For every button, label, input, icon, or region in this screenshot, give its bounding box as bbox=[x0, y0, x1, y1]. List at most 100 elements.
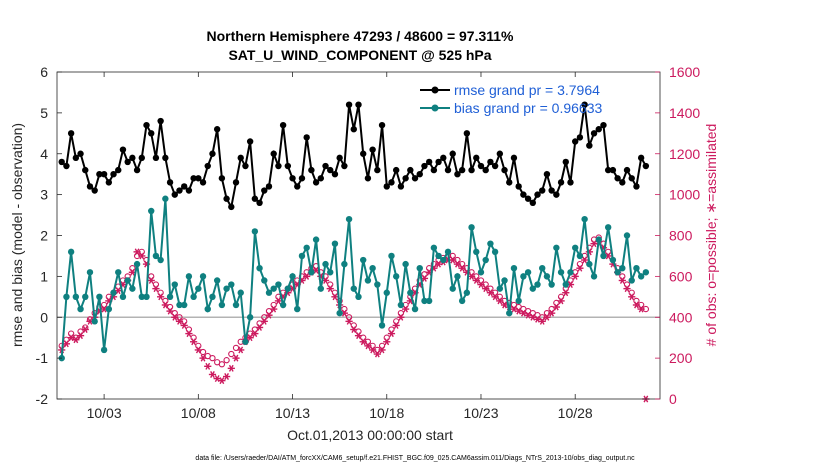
obs-assimilated-stroke bbox=[553, 303, 559, 311]
obs-assimilated-stroke bbox=[238, 346, 244, 354]
y-tick-label: 2 bbox=[40, 228, 48, 244]
obs-assimilated-point bbox=[72, 336, 80, 344]
x-tick-label: 10/08 bbox=[181, 405, 216, 421]
obs-assimilated-point bbox=[274, 297, 283, 305]
rmse-point bbox=[590, 130, 598, 137]
obs-assimilated-stroke bbox=[605, 252, 611, 260]
obs-assimilated-point bbox=[76, 332, 85, 340]
y-axis-label: rmse and bias (model - observation) bbox=[9, 123, 25, 347]
rmse-point bbox=[72, 154, 80, 162]
rmse-point bbox=[185, 187, 193, 194]
rmse-point bbox=[100, 170, 108, 178]
rmse-point bbox=[520, 191, 527, 198]
obs-assimilated-point bbox=[199, 354, 207, 362]
rmse-point bbox=[138, 154, 145, 162]
obs-assimilated-point bbox=[161, 301, 169, 309]
rmse-point bbox=[553, 191, 560, 198]
rmse-point bbox=[506, 179, 513, 186]
rmse-point bbox=[336, 154, 343, 162]
bias-point bbox=[350, 285, 357, 292]
bias-point bbox=[562, 281, 569, 288]
bias-point bbox=[176, 301, 183, 309]
rmse-point bbox=[246, 138, 254, 145]
rmse-point bbox=[199, 179, 207, 186]
obs-assimilated-stroke bbox=[271, 305, 277, 313]
y-tick-label: -1 bbox=[36, 350, 49, 366]
bias-point bbox=[628, 277, 635, 284]
bias-point bbox=[298, 252, 306, 260]
bias-point bbox=[402, 260, 409, 268]
bias-point bbox=[416, 265, 423, 272]
rmse-point bbox=[543, 170, 551, 178]
obs-assimilated-point bbox=[383, 338, 391, 346]
obs-assimilated-point bbox=[373, 350, 381, 358]
obs-possible-point bbox=[378, 342, 386, 350]
obs-possible-point bbox=[553, 299, 560, 307]
rmse-point bbox=[105, 179, 113, 186]
obs-assimilated-stroke bbox=[634, 301, 639, 309]
bias-point bbox=[543, 273, 551, 280]
obs-assimilated-stroke bbox=[422, 274, 427, 282]
rmse-point bbox=[91, 187, 98, 194]
legend-bias-label: bias grand pr = 0.96633 bbox=[454, 100, 602, 116]
obs-possible-point bbox=[171, 310, 178, 317]
obs-assimilated-stroke bbox=[78, 332, 83, 340]
obs-assimilated-stroke bbox=[558, 297, 564, 305]
obs-possible-point bbox=[199, 348, 207, 356]
bias-point bbox=[595, 236, 602, 243]
rmse-point bbox=[539, 187, 546, 194]
obs-assimilated-stroke bbox=[219, 377, 225, 385]
rmse-point bbox=[586, 142, 593, 149]
y2-tick-label: 400 bbox=[669, 309, 693, 325]
obs-assimilated-stroke bbox=[177, 317, 182, 325]
obs-assimilated-point bbox=[227, 364, 235, 372]
bias-point bbox=[520, 273, 527, 280]
bias-point bbox=[623, 232, 631, 239]
rmse-point bbox=[327, 166, 334, 174]
y2-tick-label: 1600 bbox=[669, 64, 700, 80]
obs-assimilated-stroke bbox=[101, 305, 107, 313]
obs-assimilated-stroke bbox=[148, 276, 154, 284]
bias-point bbox=[355, 293, 362, 301]
rmse-point bbox=[397, 183, 405, 190]
rmse-point bbox=[294, 183, 301, 190]
rmse-point bbox=[572, 138, 579, 145]
bias-point bbox=[312, 236, 320, 243]
bias-point bbox=[421, 297, 428, 305]
bias-point bbox=[364, 277, 372, 284]
rmse-point bbox=[251, 195, 259, 202]
bias-point bbox=[515, 297, 522, 305]
obs-assimilated-point bbox=[303, 272, 311, 280]
obs-assimilated-stroke bbox=[205, 362, 211, 370]
obs-assimilated-point bbox=[246, 334, 254, 342]
rmse-point bbox=[383, 183, 390, 190]
rmse-point bbox=[152, 154, 160, 162]
obs-assimilated-stroke bbox=[172, 313, 178, 321]
obs-assimilated-stroke bbox=[511, 305, 517, 313]
legend-rmse-label: rmse grand pr = 3.7964 bbox=[454, 82, 600, 98]
obs-assimilated-stroke bbox=[351, 326, 357, 333]
obs-assimilated-point bbox=[548, 309, 556, 317]
rmse-point bbox=[477, 162, 485, 170]
bias-point bbox=[425, 297, 433, 305]
bias-point bbox=[275, 281, 282, 288]
obs-assimilated-point bbox=[255, 324, 264, 331]
bias-point bbox=[378, 322, 386, 329]
obs-assimilated-stroke bbox=[129, 268, 135, 276]
obs-assimilated-stroke bbox=[525, 311, 531, 319]
obs-assimilated-stroke bbox=[473, 276, 479, 284]
bias-point bbox=[67, 248, 75, 256]
obs-assimilated-stroke bbox=[582, 256, 588, 264]
rmse-point bbox=[407, 166, 414, 174]
bias-point bbox=[369, 265, 376, 272]
bias-point bbox=[77, 305, 84, 313]
obs-assimilated-point bbox=[486, 289, 495, 297]
bias-point bbox=[345, 215, 353, 223]
bias-point bbox=[317, 285, 325, 292]
obs-possible-point bbox=[223, 357, 230, 364]
rmse-point bbox=[171, 191, 178, 198]
rmse-series bbox=[58, 101, 650, 211]
rmse-point bbox=[162, 154, 169, 162]
rmse-point bbox=[562, 158, 569, 166]
obs-assimilated-point bbox=[472, 276, 480, 284]
